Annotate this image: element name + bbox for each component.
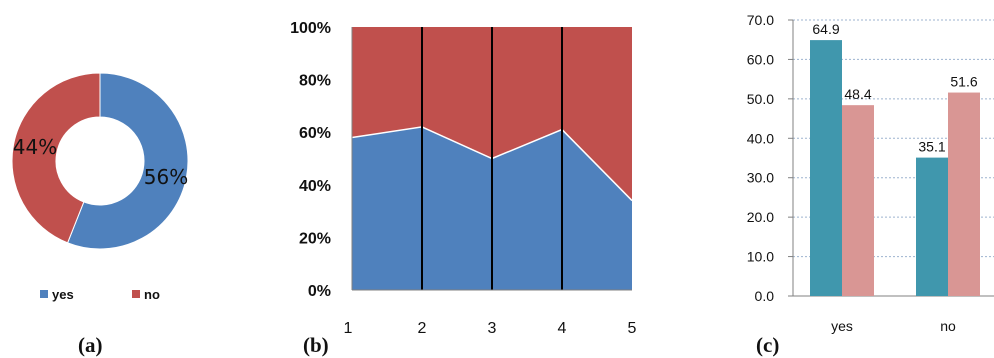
bar-yes-series-1 (810, 40, 842, 297)
bar-y-tick-label: 50.0 (747, 91, 774, 107)
bar-y-tick-label: 30.0 (747, 170, 774, 186)
area-chart: 0% 20% 40% 60% 80% 100% 1 2 3 4 5 (b) (290, 20, 636, 357)
bar-chart: 64.9 48.4 35.1 51.6 0.0 10.0 20.0 30.0 40.0 50.0… (747, 12, 994, 357)
bar-y-ticks: 0.0 10.0 20.0 30.0 40.0 50.0 60.0 70.0 (747, 12, 774, 304)
area-plot (351, 27, 633, 291)
slice-label-yes: 56% (144, 165, 188, 189)
legend-label-yes: yes (52, 287, 74, 302)
area-x-tick-label: 5 (628, 320, 637, 337)
donut-slice-no (11, 72, 101, 244)
area-y-tick-label: 0% (308, 283, 331, 300)
area-y-tick-label: 80% (299, 73, 331, 90)
slice-label-no: 44% (13, 135, 57, 159)
area-x-tick-label: 1 (344, 320, 353, 337)
bar-x-tick-label: no (940, 318, 956, 334)
bar-yes-series-2 (842, 105, 874, 296)
area-y-tick-label: 60% (299, 125, 331, 142)
caption-b: (b) (303, 333, 329, 357)
bar-y-tick-label: 0.0 (755, 288, 775, 304)
bar-y-tick-label: 60.0 (747, 51, 774, 67)
legend-swatch-no (132, 290, 140, 298)
legend-label-no: no (144, 287, 160, 302)
bar-x-tick-label: yes (831, 318, 853, 334)
donut-legend: yes no (40, 287, 160, 302)
caption-a: (a) (78, 333, 103, 357)
bar-no-series-2 (948, 92, 980, 296)
bar-value-label: 48.4 (844, 86, 871, 102)
bar-y-tick-label: 20.0 (747, 209, 774, 225)
area-x-tick-label: 4 (558, 320, 567, 337)
area-y-ticks: 0% 20% 40% 60% 80% 100% (290, 20, 331, 300)
area-y-tick-label: 40% (299, 178, 331, 195)
bar-x-ticks: yes no (831, 318, 956, 334)
area-x-tick-label: 2 (418, 320, 427, 337)
area-x-tick-label: 3 (488, 320, 497, 337)
caption-c: (c) (756, 333, 779, 357)
bar-no-series-1 (916, 157, 948, 296)
bar-y-tick-label: 10.0 (747, 249, 774, 265)
donut-slices (11, 72, 189, 250)
bar-plot: 64.9 48.4 35.1 51.6 (810, 21, 980, 297)
bar-value-label: 35.1 (918, 139, 945, 155)
area-y-tick-label: 100% (290, 20, 331, 37)
bar-value-label: 64.9 (812, 21, 839, 37)
donut-slice-yes (66, 72, 189, 250)
bar-y-tick-label: 70.0 (747, 12, 774, 28)
legend-swatch-yes (40, 290, 48, 298)
area-x-ticks: 1 2 3 4 5 (344, 320, 637, 337)
area-y-tick-label: 20% (299, 230, 331, 247)
bar-value-label: 51.6 (950, 74, 977, 90)
donut-chart: 56% 44% yes no (a) (11, 72, 189, 357)
bar-y-tick-label: 40.0 (747, 130, 774, 146)
